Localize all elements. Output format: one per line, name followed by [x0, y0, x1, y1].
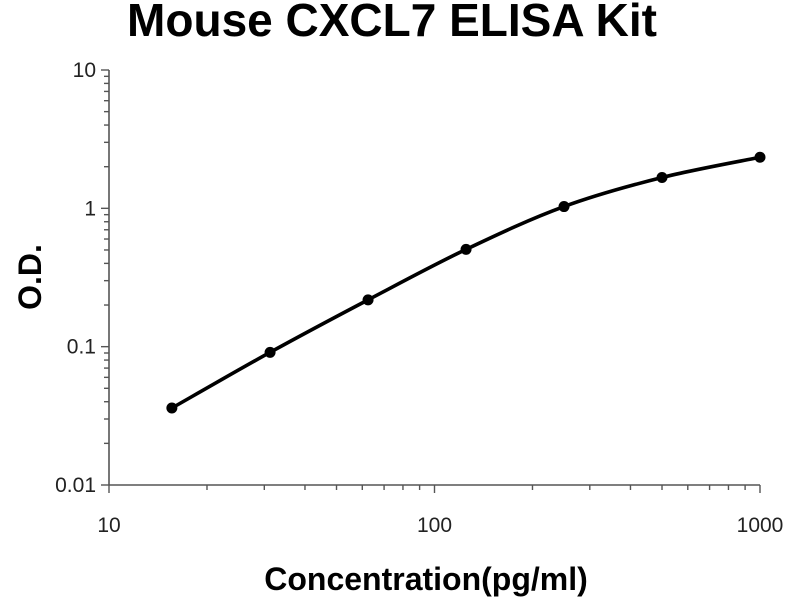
chart-title: Mouse CXCL7 ELISA Kit: [127, 0, 657, 46]
data-point: [460, 243, 472, 255]
y-tick-label: 0.1: [67, 336, 96, 359]
axes: [108, 70, 760, 486]
y-axis-title: O.D.: [12, 244, 48, 310]
data-point: [656, 172, 668, 184]
y-tick-label: 1: [84, 197, 96, 220]
data-point: [754, 151, 766, 163]
y-tick-label: 10: [73, 59, 96, 82]
data-points: [166, 151, 766, 414]
minor-ticks: [101, 69, 761, 493]
x-tick-label: 1000: [737, 514, 784, 537]
data-point: [362, 294, 374, 306]
x-tick-labels: 10 100 1000: [97, 514, 783, 537]
data-point: [166, 402, 178, 414]
y-tick-labels: 10 1 0.1 0.01: [55, 59, 96, 497]
data-point: [264, 346, 276, 358]
data-point: [558, 201, 570, 213]
x-tick-label: 100: [417, 514, 452, 537]
x-axis-title: Concentration(pg/ml): [264, 561, 588, 597]
y-tick-label: 0.01: [55, 474, 96, 497]
x-tick-label: 10: [97, 514, 120, 537]
fit-curve: [170, 155, 762, 410]
